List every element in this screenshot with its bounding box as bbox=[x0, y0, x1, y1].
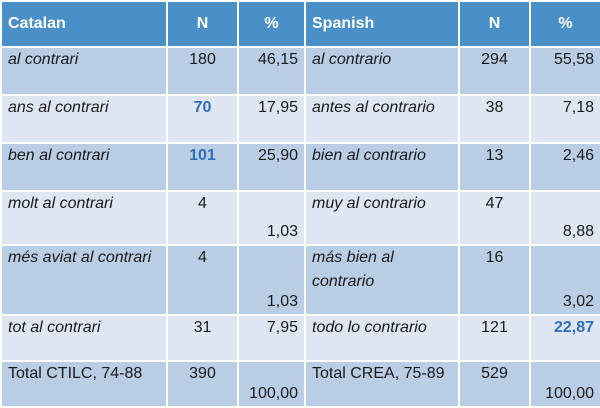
spanish-count: 38 bbox=[458, 94, 531, 144]
catalan-term: ans al contrari bbox=[0, 94, 168, 144]
catalan-term: tot al contrari bbox=[0, 314, 168, 362]
catalan-total-label: Total CTILC, 74-88 bbox=[0, 360, 168, 408]
spanish-percent: 8,88 bbox=[529, 190, 600, 246]
total-row: Total CTILC, 74-88 390 100,00 Total CREA… bbox=[0, 360, 600, 408]
catalan-percent: 46,15 bbox=[237, 46, 306, 96]
spanish-total-label: Total CREA, 75-89 bbox=[304, 360, 460, 408]
catalan-count: 4 bbox=[166, 244, 239, 316]
header-n-catalan: N bbox=[166, 0, 239, 48]
spanish-total-count: 529 bbox=[458, 360, 531, 408]
catalan-count: 101 bbox=[166, 142, 239, 192]
catalan-term: molt al contrari bbox=[0, 190, 168, 246]
catalan-percent: 17,95 bbox=[237, 94, 306, 144]
header-catalan: Catalan bbox=[0, 0, 168, 48]
header-n-spanish: N bbox=[458, 0, 531, 48]
spanish-percent: 55,58 bbox=[529, 46, 600, 96]
catalan-count: 4 bbox=[166, 190, 239, 246]
catalan-percent: 1,03 bbox=[237, 244, 306, 316]
spanish-term: bien al contrario bbox=[304, 142, 460, 192]
spanish-term: antes al contrario bbox=[304, 94, 460, 144]
spanish-term: todo lo contrario bbox=[304, 314, 460, 362]
spanish-percent: 7,18 bbox=[529, 94, 600, 144]
spanish-percent: 3,02 bbox=[529, 244, 600, 316]
catalan-percent: 1,03 bbox=[237, 190, 306, 246]
catalan-term: al contrari bbox=[0, 46, 168, 96]
catalan-term: més aviat al contrari bbox=[0, 244, 168, 316]
spanish-count: 294 bbox=[458, 46, 531, 96]
header-pct-catalan: % bbox=[237, 0, 306, 48]
spanish-total-percent: 100,00 bbox=[529, 360, 600, 408]
catalan-count: 70 bbox=[166, 94, 239, 144]
spanish-count: 13 bbox=[458, 142, 531, 192]
spanish-term: muy al contrario bbox=[304, 190, 460, 246]
header-row: Catalan N % Spanish N % bbox=[0, 0, 600, 48]
header-spanish: Spanish bbox=[304, 0, 460, 48]
table-row: al contrari 180 46,15 al contrario 294 5… bbox=[0, 46, 600, 96]
catalan-count: 180 bbox=[166, 46, 239, 96]
table-row: molt al contrari 4 1,03 muy al contrario… bbox=[0, 190, 600, 246]
spanish-count: 121 bbox=[458, 314, 531, 362]
spanish-count: 47 bbox=[458, 190, 531, 246]
table-row: tot al contrari 31 7,95 todo lo contrari… bbox=[0, 314, 600, 362]
table-row: més aviat al contrari 4 1,03 más bien al… bbox=[0, 244, 600, 316]
catalan-total-count: 390 bbox=[166, 360, 239, 408]
catalan-count: 31 bbox=[166, 314, 239, 362]
catalan-percent: 7,95 bbox=[237, 314, 306, 362]
catalan-percent: 25,90 bbox=[237, 142, 306, 192]
spanish-count: 16 bbox=[458, 244, 531, 316]
spanish-percent: 2,46 bbox=[529, 142, 600, 192]
spanish-percent: 22,87 bbox=[529, 314, 600, 362]
header-pct-spanish: % bbox=[529, 0, 600, 48]
catalan-total-percent: 100,00 bbox=[237, 360, 306, 408]
spanish-term: más bien al contrario bbox=[304, 244, 460, 316]
table-row: ben al contrari 101 25,90 bien al contra… bbox=[0, 142, 600, 192]
spanish-term: al contrario bbox=[304, 46, 460, 96]
catalan-term: ben al contrari bbox=[0, 142, 168, 192]
table-row: ans al contrari 70 17,95 antes al contra… bbox=[0, 94, 600, 144]
